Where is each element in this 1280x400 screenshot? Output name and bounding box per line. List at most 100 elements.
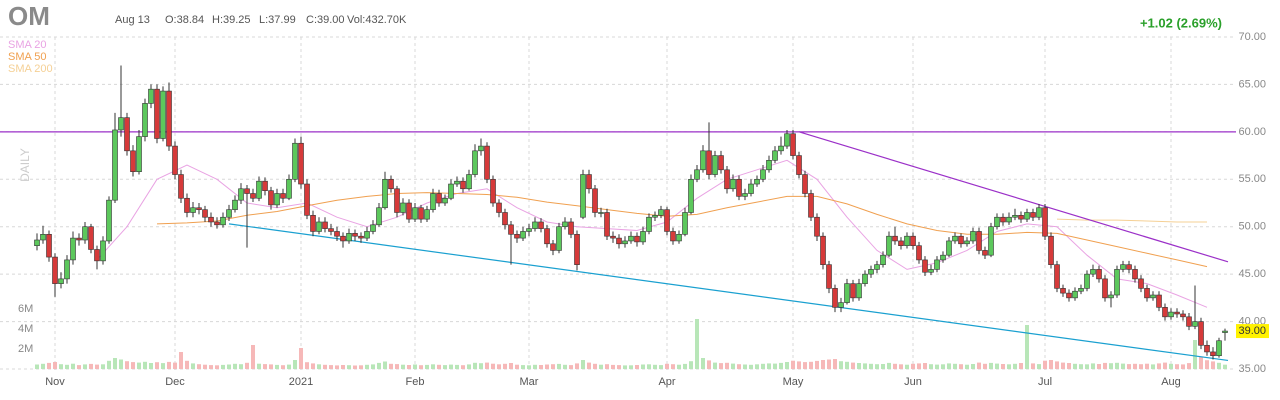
volume-bar <box>455 364 459 369</box>
candle-body <box>784 133 790 147</box>
volume-bar <box>149 363 153 369</box>
candle-body <box>1024 212 1030 220</box>
candle-body <box>70 237 76 261</box>
volume-bar <box>413 364 417 369</box>
candle-body <box>40 234 46 241</box>
candle-body <box>1084 273 1090 289</box>
volume-bar <box>623 365 627 369</box>
volume-bar <box>389 363 393 369</box>
volume-bar <box>551 364 555 369</box>
candle-body <box>736 178 742 197</box>
candle-body <box>406 202 412 220</box>
candle-body <box>184 197 190 213</box>
candle-body <box>130 150 136 172</box>
candle-body <box>640 231 646 243</box>
volume-bar <box>119 359 123 369</box>
candle-body <box>1114 269 1120 296</box>
candle-body <box>994 216 1000 228</box>
volume-bar <box>1139 364 1143 369</box>
legend-label: SMA 50 <box>8 51 47 63</box>
volume-bar <box>869 363 873 369</box>
volume-bar <box>35 364 39 369</box>
candle-body <box>1066 292 1072 299</box>
candle-body <box>1108 294 1114 299</box>
volume-bar <box>1103 362 1107 369</box>
volume-bar <box>785 362 789 369</box>
volume-bar <box>719 363 723 369</box>
volume-bar <box>251 345 255 369</box>
candle-body <box>1132 269 1138 280</box>
volume-bar <box>935 364 939 369</box>
volume-bar <box>881 364 885 369</box>
volume-bar <box>1175 364 1179 369</box>
volume-bar <box>905 364 909 369</box>
candle-body <box>982 250 988 256</box>
volume-bar <box>1073 363 1077 369</box>
volume-bar <box>47 362 51 369</box>
candle-body <box>814 216 820 237</box>
candle-body <box>826 264 832 289</box>
candle-body <box>622 240 628 245</box>
volume-bar <box>341 365 345 369</box>
candle-body <box>1006 216 1012 223</box>
volume-bar <box>1211 361 1215 369</box>
volume-bar <box>893 363 897 369</box>
volume-bar <box>761 363 765 369</box>
candle-body <box>52 256 58 284</box>
candle-body <box>1078 288 1084 292</box>
change: +1.02 (2.69%) <box>1140 15 1222 30</box>
candle-body <box>1198 321 1204 346</box>
candle-body <box>238 188 244 201</box>
y-tick-label: 50.00 <box>1238 221 1266 233</box>
volume-bar <box>791 360 795 369</box>
candle-body <box>892 235 898 242</box>
volume-bar <box>563 364 567 369</box>
volume-bar <box>845 361 849 369</box>
volume-bar <box>509 363 513 369</box>
volume-bar <box>1223 364 1227 369</box>
candle-body <box>1174 311 1180 315</box>
volume-bar <box>137 362 141 369</box>
volume-bar <box>857 363 861 369</box>
volume-bar <box>701 358 705 369</box>
y-tick-label: 35.00 <box>1238 363 1266 375</box>
candle-body <box>1126 264 1132 270</box>
volume-bar <box>713 362 717 369</box>
volume-bar <box>1217 362 1221 369</box>
volume-bar <box>311 363 315 369</box>
candle-body <box>112 129 118 201</box>
volume-bar <box>659 365 663 369</box>
volume-bar <box>1025 325 1029 369</box>
volume-bar <box>329 365 333 369</box>
legend-label: SMA 200 <box>8 63 53 75</box>
candle-body <box>88 226 94 250</box>
candle-body <box>712 155 718 175</box>
volume-bar <box>1085 364 1089 369</box>
candle-body <box>232 199 238 210</box>
volume-bar <box>677 364 681 369</box>
candle-body <box>820 235 826 265</box>
candle-body <box>148 88 154 104</box>
candle-body <box>970 231 976 242</box>
candle-body <box>880 254 886 265</box>
volume-bar <box>641 364 645 369</box>
volume-bar <box>53 362 57 369</box>
x-tick-label: Jun <box>904 376 922 388</box>
candle-body <box>1048 235 1054 265</box>
volume-bar <box>773 363 777 369</box>
candle-body <box>562 221 568 228</box>
volume-bar <box>569 365 573 369</box>
volume-bar <box>917 363 921 369</box>
candle-body <box>316 221 322 232</box>
candle-body <box>844 283 850 303</box>
candle-body <box>676 234 682 242</box>
volume-bar <box>461 365 465 369</box>
candle-body <box>1072 290 1078 299</box>
volume-bar <box>383 361 387 369</box>
volume-bar <box>1001 364 1005 369</box>
candle-body <box>874 264 880 270</box>
candle-body <box>490 178 496 204</box>
volume-bar <box>653 364 657 369</box>
volume-bar <box>1121 363 1125 369</box>
